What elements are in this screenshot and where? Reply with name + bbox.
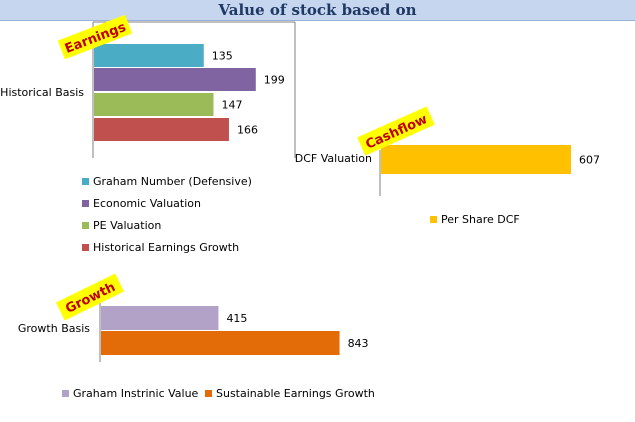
tag-box [55, 273, 125, 321]
bar-value-label: 415 [226, 312, 247, 325]
page-title: Value of stock based on [218, 1, 417, 19]
bar [94, 118, 229, 141]
legend-label: Sustainable Earnings Growth [216, 387, 375, 400]
legend-label: Per Share DCF [441, 213, 520, 226]
legend-swatch [82, 222, 89, 229]
tag-box [357, 106, 435, 156]
bar [381, 145, 571, 174]
bar [94, 68, 256, 91]
bar-value-label: 607 [579, 154, 600, 167]
chart-earnings: Historical Basis 135 199 147 166 Graham Numbe… [0, 14, 296, 254]
bar-value-label: 843 [348, 337, 369, 350]
chart-growth: Growth Basis 415 843 Graham Instrinic Value… [18, 273, 375, 400]
bar [101, 331, 340, 355]
legend-label: Economic Valuation [93, 197, 201, 210]
bar-value-label: 199 [264, 74, 285, 87]
legend-label: PE Valuation [93, 219, 161, 232]
legend-swatch [82, 200, 89, 207]
legend-label: Graham Instrinic Value [73, 387, 199, 400]
legend-label: Graham Number (Defensive) [93, 175, 252, 188]
category-label: Historical Basis [0, 86, 84, 99]
legend-swatch [82, 244, 89, 251]
legend-swatch [62, 390, 69, 397]
legend-label: Historical Earnings Growth [93, 241, 239, 254]
bar [94, 44, 204, 67]
bar-value-label: 147 [222, 99, 243, 112]
bar-value-label: 166 [237, 124, 258, 137]
legend-swatch [430, 216, 437, 223]
legend-swatch [205, 390, 212, 397]
legend-swatch [82, 178, 89, 185]
bar [94, 93, 214, 116]
category-label: DCF Valuation [295, 152, 372, 165]
title-bar: Value of stock based on [0, 0, 635, 21]
tag-box [57, 14, 133, 60]
bar [101, 306, 219, 330]
category-label: Growth Basis [18, 322, 90, 335]
bar-value-label: 135 [212, 50, 233, 63]
